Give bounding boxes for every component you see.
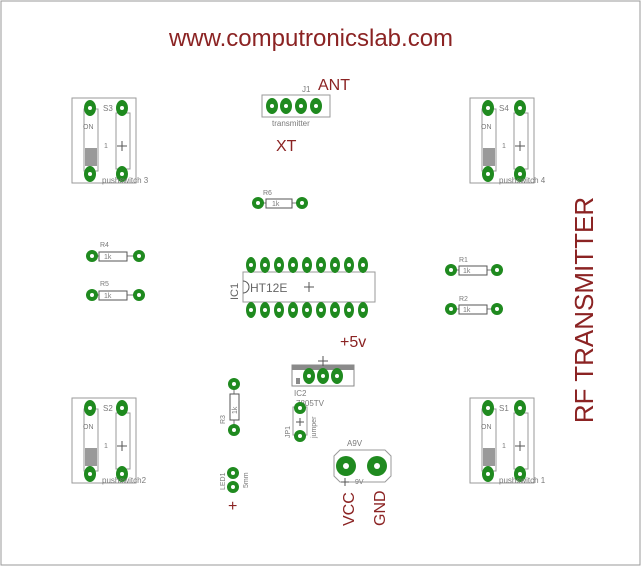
ic1-ht12e: HT12E IC1: [229, 257, 376, 318]
resistor-r3: R3 1k: [220, 378, 240, 436]
ic1-top-pads: [246, 257, 368, 273]
a9v-value: 9V: [355, 479, 364, 486]
j1-value: transmitter: [272, 119, 310, 128]
s2-on: ON: [83, 424, 94, 431]
s4-on: ON: [481, 124, 492, 131]
ic1-notch: [242, 280, 250, 294]
ic1-value: HT12E: [250, 281, 287, 295]
a9v-ref: A9V: [347, 439, 363, 448]
battery-a9v: A9V 9V: [333, 439, 392, 486]
switch-s4: ON 1 S4 pushswitch 4: [469, 97, 546, 185]
r1-value: 1k: [463, 268, 471, 275]
s4-ref: S4: [499, 104, 509, 113]
resistor-r2: R2 1k: [445, 296, 503, 315]
switch-s3: ON 1 S3 pushswitch 3: [71, 97, 149, 185]
connector-j1: J1 transmitter: [261, 85, 331, 128]
label-gnd: GND: [372, 490, 389, 526]
resistor-r6: R6 1k: [252, 190, 308, 209]
ic2-ref: IC2: [294, 389, 307, 398]
switch-s1: ON 1 S1 pushswitch 1: [469, 397, 546, 485]
r5-value: 1k: [104, 293, 112, 300]
r4-value: 1k: [104, 254, 112, 261]
resistor-r5: R5 1k: [86, 281, 145, 301]
r6-ref: R6: [263, 190, 272, 197]
label-vcc: VCC: [341, 492, 358, 526]
s1-ref: S1: [499, 404, 509, 413]
s3-name: pushswitch 3: [102, 176, 149, 185]
r2-ref: R2: [459, 296, 468, 303]
s1-name: pushswitch 1: [499, 476, 546, 485]
jp1-ref: JP1: [285, 426, 292, 438]
label-led-plus: +: [228, 498, 237, 515]
led1-ref: LED1: [220, 472, 227, 490]
r3-value: 1k: [232, 406, 239, 414]
label-xt: XT: [276, 138, 297, 155]
s2-name: pushswitch2: [102, 476, 147, 485]
j1-outline: [261, 94, 331, 118]
j1-pads: [266, 98, 322, 114]
label-plus5v: +5v: [340, 334, 366, 351]
ic1-ref: IC1: [229, 283, 241, 300]
r5-ref: R5: [100, 281, 109, 288]
s3-ref: S3: [103, 104, 113, 113]
board-title: RF TRANSMITTER: [569, 197, 599, 423]
s3-pin: 1: [104, 143, 108, 150]
label-ant: ANT: [318, 77, 350, 94]
ic1-bottom-pads: [246, 302, 368, 318]
ic2-regulator: IC2 7805TV: [291, 356, 355, 408]
r1-ref: R1: [459, 257, 468, 264]
s1-on: ON: [481, 424, 492, 431]
resistor-r1: R1 1k: [445, 257, 503, 276]
r2-value: 1k: [463, 307, 471, 314]
r4-ref: R4: [100, 242, 109, 249]
j1-ref: J1: [302, 85, 311, 94]
s2-ref: S2: [103, 404, 113, 413]
s1-pin: 1: [502, 443, 506, 450]
website-title: www.computronicslab.com: [168, 25, 453, 52]
r3-ref: R3: [220, 415, 227, 424]
s4-name: pushswitch 4: [499, 176, 546, 185]
jp1-value: jumper: [311, 416, 318, 439]
s2-pin: 1: [104, 443, 108, 450]
r6-value: 1k: [272, 201, 280, 208]
s3-on: ON: [83, 124, 94, 131]
resistor-r4: R4 1k: [86, 242, 145, 262]
led1: LED1 5mm: [220, 467, 250, 493]
jumper-jp1: JP1 jumper: [285, 402, 318, 442]
ic2-value: 7805TV: [296, 399, 325, 408]
switch-s2: ON 1 S2 pushswitch2: [71, 397, 147, 485]
led1-value: 5mm: [243, 472, 250, 488]
s4-pin: 1: [502, 143, 506, 150]
